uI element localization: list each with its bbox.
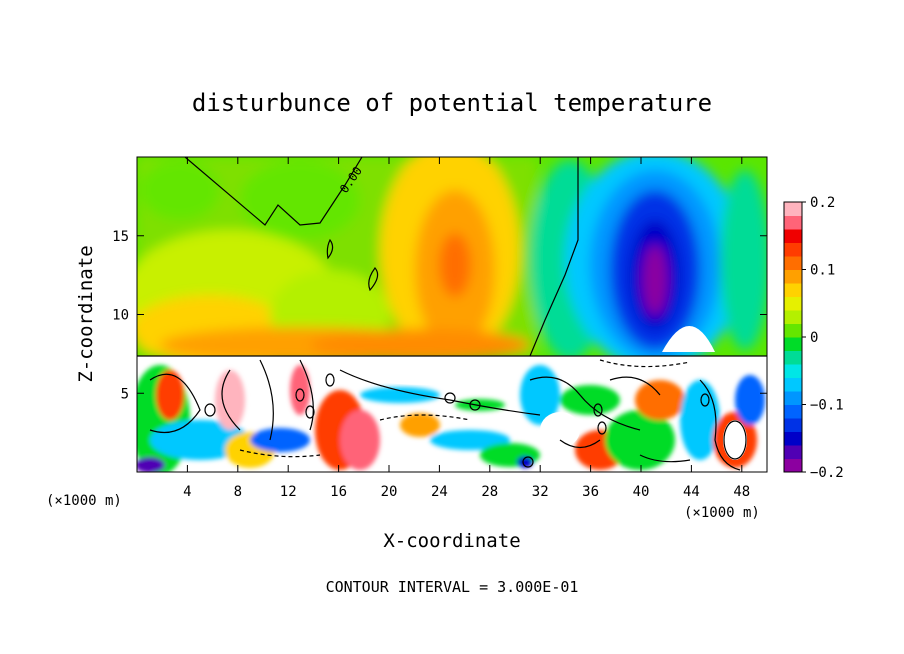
- contour-interval: CONTOUR INTERVAL = 3.000E-01: [326, 578, 579, 596]
- colorbar-swatch: [784, 202, 802, 216]
- x-tick-label: 20: [381, 484, 398, 500]
- colorbar-swatch: [784, 296, 802, 311]
- colorbar-swatch: [784, 364, 802, 378]
- colorbar-swatch: [784, 256, 802, 270]
- colorbar-swatch: [784, 269, 802, 284]
- plot-area: 0.00: [137, 157, 767, 472]
- contour-lines: [137, 157, 767, 471]
- y-axis: 5 10 15: [112, 229, 767, 402]
- colorbar-swatch: [784, 458, 802, 473]
- colorbar-swatch: [784, 350, 802, 365]
- y-tick-label: 15: [112, 229, 129, 245]
- chart-title: disturbunce of potential temperature: [192, 89, 712, 117]
- x-tick-label: 16: [330, 484, 347, 500]
- x-tick-label: 28: [481, 484, 498, 500]
- x-unit-left: (×1000 m): [46, 493, 122, 509]
- x-tick-label: 40: [633, 484, 650, 500]
- colorbar-swatch: [784, 404, 802, 419]
- colorbar-swatch: [784, 283, 802, 297]
- colorbar-swatch: [784, 431, 802, 446]
- x-tick-label: 36: [582, 484, 599, 500]
- colorbar-swatch: [784, 242, 802, 257]
- colorbar: 0.2 0.1 0 −0.1 −0.2: [783, 195, 844, 481]
- y-tick-label: 5: [121, 386, 129, 402]
- colorbar-swatch: [784, 310, 802, 324]
- upper-white-blob: [662, 326, 715, 352]
- colorbar-swatch: [784, 445, 802, 459]
- x-tick-label: 8: [234, 484, 242, 500]
- upper-field: [137, 157, 767, 370]
- x-tick-label: 44: [683, 484, 700, 500]
- x-tick-label: 48: [733, 484, 750, 500]
- colorbar-swatch: [784, 377, 802, 392]
- x-tick-label: 24: [431, 484, 448, 500]
- colorbar-swatch: [784, 229, 802, 243]
- colorbar-swatch: [784, 323, 802, 338]
- colorbar-tick-label: −0.2: [810, 465, 844, 481]
- x-axis-label: X-coordinate: [383, 530, 520, 552]
- x-tick-label: 4: [183, 484, 191, 500]
- colorbar-tick-label: 0.2: [810, 195, 835, 211]
- colorbar-tick-label: 0.1: [810, 263, 835, 279]
- x-tick-label: 32: [532, 484, 549, 500]
- colorbar-tick-label: −0.1: [810, 398, 844, 414]
- colorbar-swatch: [784, 391, 802, 405]
- colorbar-swatch: [784, 215, 802, 230]
- y-tick-label: 10: [112, 308, 129, 324]
- x-unit-right: (×1000 m): [684, 505, 760, 521]
- colorbar-tick-label: 0: [810, 330, 818, 346]
- colorbar-swatch: [784, 337, 802, 351]
- x-tick-label: 12: [280, 484, 297, 500]
- y-axis-label: Z-coordinate: [75, 245, 97, 382]
- colorbar-swatch: [784, 418, 802, 432]
- lower-field: [137, 356, 767, 472]
- x-axis: 4 8 12 16 20 24 28 32 36 40 44 48: [183, 157, 750, 500]
